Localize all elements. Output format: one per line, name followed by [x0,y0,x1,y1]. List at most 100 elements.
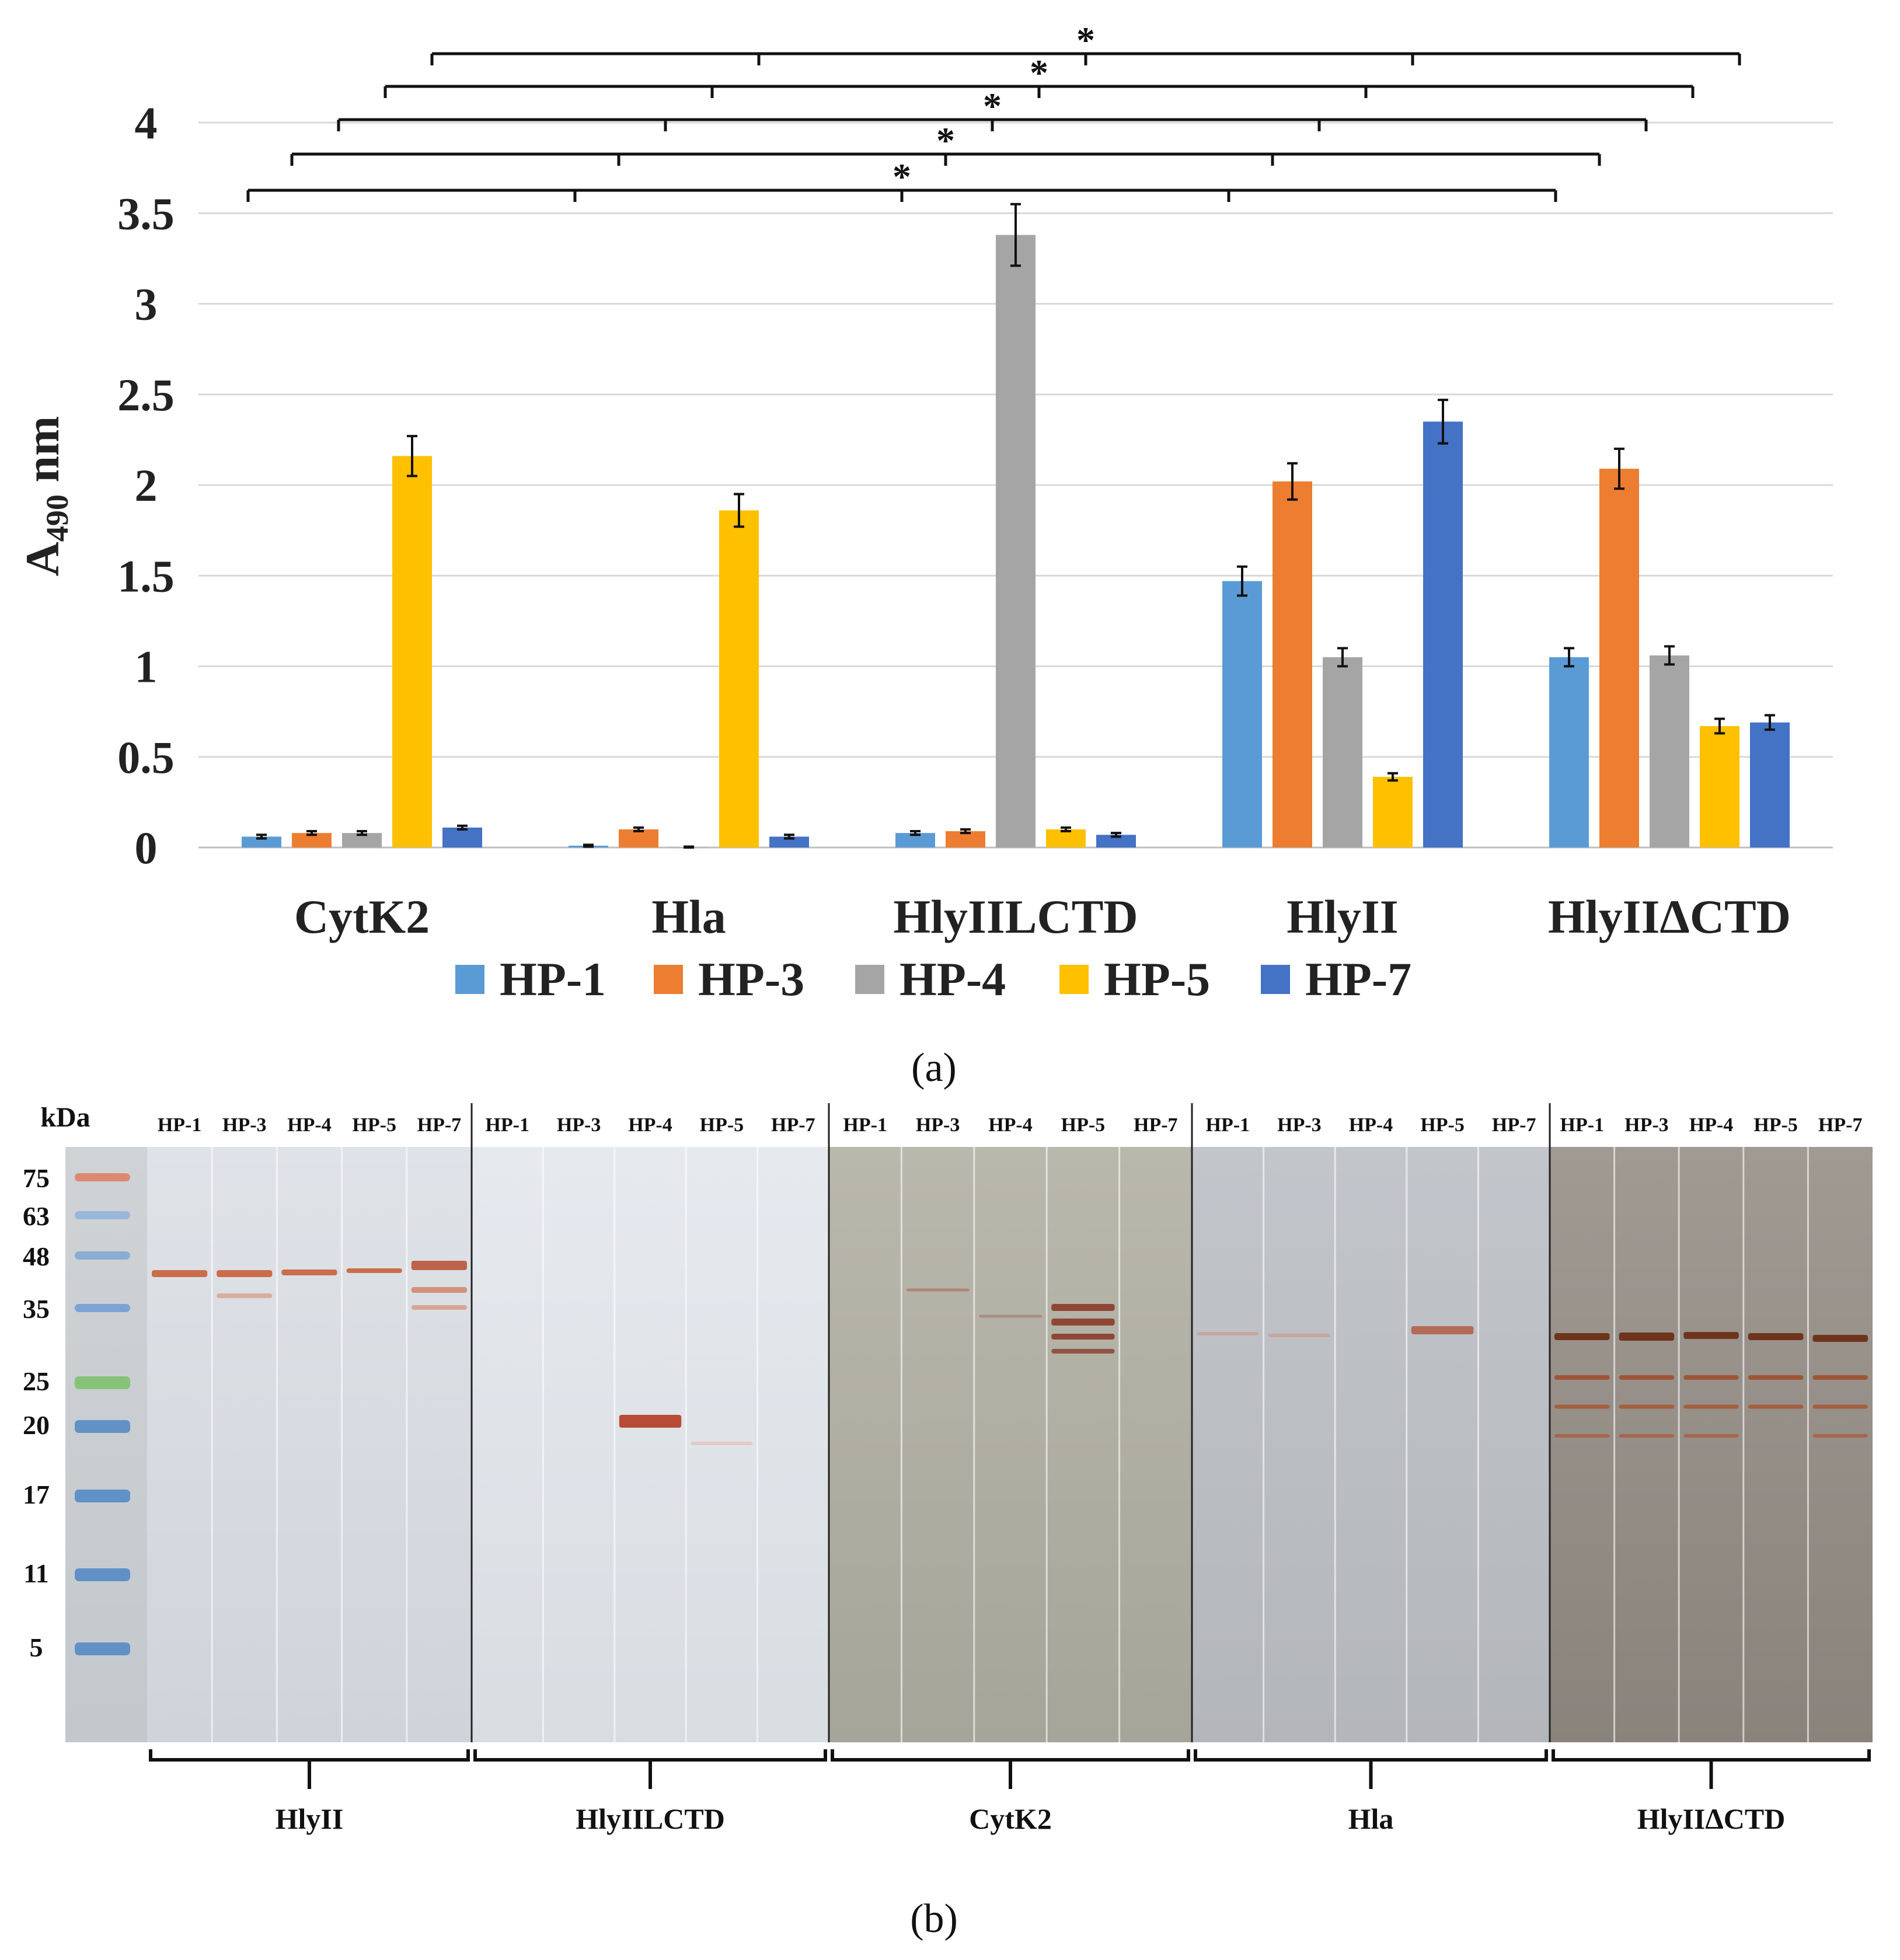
blot-membrane-0 [147,1147,472,1742]
blot-band [1268,1334,1331,1337]
blot-band [1051,1319,1115,1326]
blot-band [152,1270,208,1277]
x-category-labels: CytK2 Hla HlyIILCTD HlyII HlyIIΔCTD [294,890,1791,943]
lane-label: HP-4 [287,1114,332,1136]
lane-label: HP-4 [1689,1114,1734,1136]
lane-label: HP-7 [1492,1114,1536,1136]
y-tick-label: 1.5 [117,550,175,601]
blot-band [1812,1335,1868,1342]
group-label: CytK2 [969,1802,1052,1835]
bar-hp-5-2 [1046,829,1086,848]
bar-chart: * * * * * 0 0.5 1 1.5 2 2.5 3 3.5 4 CytK2 Hla HlyIILCT… [16,19,1833,1090]
blot-band [619,1415,682,1428]
lane-label: HP-7 [771,1114,815,1136]
lane-label: HP-3 [1624,1114,1669,1136]
legend-label: HP-5 [1104,953,1210,1006]
marker-label: 63 [23,1201,50,1231]
blot-band [411,1287,467,1293]
blot-band [1619,1333,1675,1341]
panel-b-label: (b) [910,1896,958,1941]
ladder-band [75,1211,130,1219]
legend-swatch-hp-4 [855,965,884,994]
blot-band [978,1314,1043,1318]
blot-band [1748,1333,1804,1340]
bar-hp-1-3 [1222,581,1262,848]
blot-membrane-4 [1550,1147,1873,1742]
lane-label: HP-1 [158,1114,202,1136]
legend-swatch-hp-3 [654,965,683,994]
marker-ladder [65,1147,147,1742]
x-category-label: HlyII [1287,890,1398,943]
blot-band [411,1261,467,1270]
lane-label: HP-1 [843,1114,887,1136]
group-label: HlyII [276,1802,344,1835]
marker-label: 20 [23,1410,50,1440]
blot-band [1554,1434,1610,1438]
x-category-label: HlyIILCTD [893,890,1138,943]
group-label: HlyIILCTD [576,1802,725,1835]
blot-band [1683,1332,1739,1339]
lane-label: HP-1 [1206,1114,1250,1136]
marker-label: 48 [23,1241,50,1271]
bar-hp-7-4 [1750,722,1790,848]
y-tick-label: 2.5 [117,369,175,420]
lane-label: HP-3 [222,1114,267,1136]
group-braces: HlyII HlyIILCTD CytK2 Hla HlyIIΔCTD [149,1749,1871,1835]
lane-label: HP-1 [1560,1114,1605,1136]
significance-star: * [893,156,911,197]
y-tick-label: 2 [135,460,158,511]
lane-label: HP-3 [557,1114,601,1136]
y-tick-label: 1 [135,641,158,692]
marker-label: 75 [23,1163,50,1193]
y-axis-label: A490 nm [16,416,75,577]
panel-a-label: (a) [911,1045,957,1090]
blot-band [1051,1349,1115,1354]
lane-label: HP-4 [988,1114,1033,1136]
marker-label: 11 [23,1558,48,1588]
blot-band [346,1268,402,1273]
group-brace [473,1749,827,1762]
lane-label: HP-5 [1420,1114,1465,1136]
legend-label: HP-4 [900,953,1006,1006]
blot-band [1683,1404,1739,1409]
lane-label: HP-5 [352,1114,396,1136]
blot-band [1812,1404,1868,1409]
x-category-label: CytK2 [294,890,430,943]
ladder-band [75,1642,130,1655]
blot-band [1748,1375,1804,1380]
lane-label: HP-5 [1753,1114,1798,1136]
lane-label: HP-4 [1349,1114,1393,1136]
group-label: HlyIIΔCTD [1637,1802,1786,1835]
ladder-band [75,1173,130,1181]
ladder-band [75,1251,130,1260]
legend-swatch-hp-7 [1261,965,1290,994]
bar-hp-3-3 [1273,481,1312,848]
bar-hp-7-3 [1423,421,1463,848]
bar-hp-4-2 [996,235,1036,848]
blot-band [1619,1434,1675,1438]
ladder-band [75,1568,130,1581]
group-brace [149,1749,470,1762]
legend-label: HP-1 [500,953,606,1006]
blot-band [1051,1304,1115,1311]
legend-label: HP-3 [698,953,804,1006]
blot-band [1619,1404,1675,1409]
group-brace [1194,1749,1548,1762]
bar-hp-3-4 [1599,469,1639,848]
y-tick-label: 0.5 [117,732,175,783]
significance-star: * [1030,52,1048,93]
bar-hp-1-0 [242,836,281,848]
ladder-band [75,1376,130,1389]
bar-hp-5-1 [719,510,759,848]
lane-label: HP-7 [1818,1114,1863,1136]
kda-label: kDa [40,1103,90,1133]
ladder-band [75,1420,130,1433]
marker-label: 25 [23,1366,50,1396]
lane-label: HP-7 [1134,1114,1178,1136]
significance-brackets: * * * * * [246,19,1741,202]
ladder-band [75,1490,130,1502]
y-axis-label-main: A [16,542,69,576]
group-label: Hla [1348,1802,1394,1835]
blot-band [1619,1375,1675,1380]
